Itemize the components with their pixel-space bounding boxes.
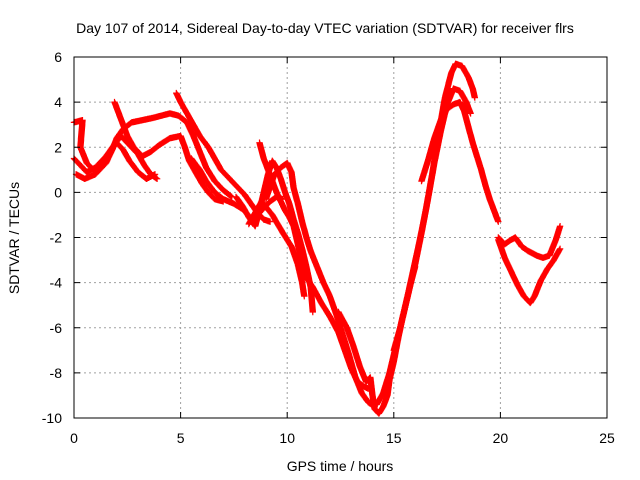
plus-markers [262, 159, 378, 410]
x-tick-label: 25 [599, 430, 615, 446]
series-arc-n [418, 98, 502, 225]
y-tick-label: -10 [42, 410, 62, 426]
plus-markers [335, 263, 419, 417]
y-tick-label: -2 [50, 230, 63, 246]
plus-markers [111, 98, 227, 205]
y-tick-label: 0 [54, 184, 62, 200]
plus-markers [418, 98, 502, 225]
x-tick-label: 5 [177, 430, 185, 446]
axis-ticks [73, 56, 608, 419]
x-tick-label: 15 [386, 430, 402, 446]
grid [74, 57, 607, 418]
series-arc-i [262, 159, 378, 410]
series-arc-k [335, 263, 419, 417]
y-tick-label: 4 [54, 94, 62, 110]
tick-labels: 0 5 10 15 20 25 -10 -8 -6 -4 -2 0 2 4 6 [42, 49, 615, 446]
y-tick-label: -8 [50, 365, 63, 381]
x-tick-label: 20 [493, 430, 509, 446]
plus-markers [245, 198, 308, 300]
y-tick-label: -4 [50, 275, 63, 291]
x-tick-label: 0 [70, 430, 78, 446]
data-points [70, 60, 564, 417]
series-arc-d [111, 98, 227, 205]
y-tick-label: 6 [54, 49, 62, 65]
series-arc-p [495, 236, 564, 307]
plus-markers [495, 236, 564, 307]
series-arc-j [245, 198, 308, 300]
series-arc-l [373, 85, 474, 408]
y-tick-label: 2 [54, 139, 62, 155]
x-tick-label: 10 [279, 430, 295, 446]
y-tick-label: -6 [50, 320, 63, 336]
plus-markers [373, 85, 474, 408]
chart-title: Day 107 of 2014, Sidereal Day-to-day VTE… [76, 20, 574, 36]
y-axis-title: SDTVAR / TECUs [6, 182, 22, 294]
x-axis-title: GPS time / hours [287, 458, 394, 474]
